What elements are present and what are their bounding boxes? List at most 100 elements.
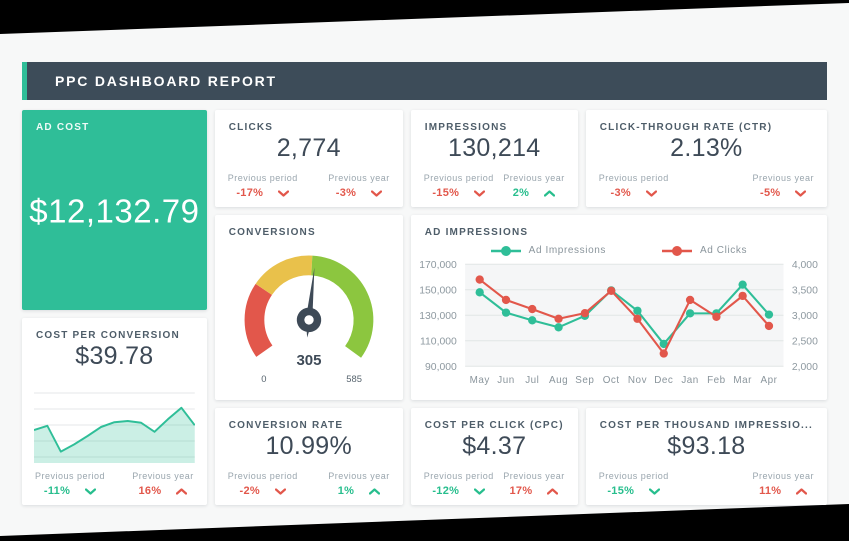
trend-chevron-icon <box>646 189 657 197</box>
trend-chevron-icon <box>474 189 486 197</box>
previous-year-delta: Previous year 1% <box>328 471 390 497</box>
clicks-title: CLICKS <box>228 122 274 133</box>
legend-marker-red-icon <box>662 245 692 256</box>
report-title: PPC DASHBOARD REPORT <box>55 73 277 89</box>
svg-text:Jul: Jul <box>525 375 539 386</box>
previous-period-delta: Previous period -2% <box>228 471 298 497</box>
previous-period-label: Previous period <box>598 471 669 481</box>
svg-text:Mar: Mar <box>733 375 752 386</box>
svg-text:3,000: 3,000 <box>792 311 818 322</box>
delta-value: -2% <box>239 485 260 497</box>
previous-period-label: Previous period <box>227 471 298 481</box>
cpm-value: $93.18 <box>667 432 746 460</box>
trend-chevron-icon <box>85 487 97 495</box>
previous-period-label: Previous period <box>35 471 106 481</box>
trend-chevron-icon <box>474 487 486 495</box>
cpc-title: COST PER CLICK (CPC) <box>424 420 564 431</box>
dashboard-board: AD COST $12,132.79 COST PER CONVERSION $… <box>22 110 827 505</box>
svg-text:3,500: 3,500 <box>792 285 818 296</box>
conversion-rate-value: 10.99% <box>265 432 353 460</box>
cost-per-conversion-title: COST PER CONVERSION <box>36 330 180 341</box>
delta-value: -3% <box>335 187 357 199</box>
svg-text:Dec: Dec <box>654 375 673 386</box>
previous-year-delta: Previous year 11% <box>752 471 814 497</box>
cpm-card[interactable]: COST PER THOUSAND IMPRESSIO... $93.18 Pr… <box>585 408 827 505</box>
impressions-title: IMPRESSIONS <box>424 122 508 133</box>
svg-text:170,000: 170,000 <box>419 260 457 271</box>
conversion-rate-title: CONVERSION RATE <box>228 420 344 431</box>
cpc-value: $4.37 <box>462 432 527 460</box>
delta-value: 1% <box>337 485 355 497</box>
previous-year-label: Previous year <box>503 173 565 183</box>
previous-period-delta: Previous period -11% <box>35 471 105 497</box>
svg-text:Aug: Aug <box>549 375 568 386</box>
previous-year-label: Previous year <box>503 471 565 481</box>
svg-text:130,000: 130,000 <box>419 311 457 322</box>
svg-text:Feb: Feb <box>707 375 726 386</box>
cost-per-conversion-card[interactable]: COST PER CONVERSION $39.78 Previous peri… <box>22 318 207 505</box>
svg-text:110,000: 110,000 <box>420 336 457 347</box>
cpc-card[interactable]: COST PER CLICK (CPC) $4.37 Previous peri… <box>410 408 578 505</box>
trend-chevron-icon <box>649 487 661 495</box>
legend-item-ad-clicks[interactable]: Ad Clicks <box>662 245 747 256</box>
ad-impressions-line-chart: 170,000 4,000 150,000 3,500 130,000 3,000 110,… <box>419 260 818 386</box>
conversions-card[interactable]: CONVERSIONS 305 0 585 <box>214 215 403 400</box>
legend-marker-teal-icon <box>490 245 521 256</box>
ad-cost-card[interactable]: AD COST $12,132.79 <box>22 110 207 310</box>
previous-year-delta: Previous year 2% <box>503 173 565 199</box>
cost-per-conversion-sparkline <box>33 389 196 463</box>
svg-text:Sep: Sep <box>575 375 594 386</box>
ad-impressions-chart-card[interactable]: AD IMPRESSIONS Ad Impressions Ad Clicks … <box>410 215 827 400</box>
previous-period-label: Previous period <box>598 173 669 183</box>
kpi-grid: CLICKS 2,774 Previous period -17% Previo… <box>214 110 827 505</box>
sparkline-area-chart <box>33 392 196 463</box>
previous-period-delta: Previous period -3% <box>599 173 669 199</box>
delta-value: -11% <box>43 485 71 497</box>
left-column: AD COST $12,132.79 COST PER CONVERSION $… <box>22 110 207 505</box>
svg-text:Jan: Jan <box>681 375 698 386</box>
previous-year-label: Previous year <box>132 471 194 481</box>
previous-year-label: Previous year <box>328 173 390 183</box>
trend-chevron-icon <box>369 487 381 495</box>
trend-chevron-icon <box>547 487 559 495</box>
svg-text:2,000: 2,000 <box>792 362 818 373</box>
previous-period-label: Previous period <box>423 173 494 183</box>
svg-text:May: May <box>469 375 489 386</box>
trend-chevron-icon <box>278 189 290 197</box>
trend-chevron-icon <box>795 189 807 197</box>
ad-cost-title: AD COST <box>36 122 90 133</box>
previous-period-label: Previous period <box>423 471 494 481</box>
svg-text:0: 0 <box>261 373 266 384</box>
cost-per-conversion-value: $39.78 <box>75 342 154 370</box>
previous-period-delta: Previous period -15% <box>424 173 494 199</box>
ctr-card[interactable]: CLICK-THROUGH RATE (CTR) 2.13% Previous … <box>585 110 827 207</box>
ctr-title: CLICK-THROUGH RATE (CTR) <box>599 122 773 133</box>
clicks-value: 2,774 <box>276 134 341 162</box>
conversion-rate-card[interactable]: CONVERSION RATE 10.99% Previous period -… <box>214 408 403 505</box>
previous-year-label: Previous year <box>328 471 390 481</box>
svg-text:Apr: Apr <box>760 375 777 386</box>
delta-value: 17% <box>509 485 533 497</box>
trend-chevron-icon <box>275 487 286 495</box>
previous-year-label: Previous year <box>752 173 814 183</box>
ad-cost-value: $12,132.79 <box>29 192 200 230</box>
delta-value: -5% <box>760 187 781 199</box>
legend-label: Ad Impressions <box>528 245 606 256</box>
clicks-card[interactable]: CLICKS 2,774 Previous period -17% Previo… <box>214 110 403 207</box>
delta-value: 2% <box>512 187 530 199</box>
svg-text:585: 585 <box>346 373 362 384</box>
previous-year-delta: Previous year 17% <box>503 471 565 497</box>
svg-text:Nov: Nov <box>628 375 647 386</box>
previous-period-delta: Previous period -15% <box>599 471 669 497</box>
cpm-title: COST PER THOUSAND IMPRESSIO... <box>599 420 813 431</box>
previous-year-delta: Previous year 16% <box>132 471 194 497</box>
delta-value: -15% <box>607 485 635 497</box>
impressions-value: 130,214 <box>448 134 541 162</box>
svg-text:150,000: 150,000 <box>419 285 457 296</box>
previous-year-delta: Previous year -3% <box>328 173 390 199</box>
legend-item-ad-impressions[interactable]: Ad Impressions <box>490 245 606 256</box>
previous-period-delta: Previous period -17% <box>228 173 298 199</box>
trend-chevron-icon <box>796 487 808 495</box>
impressions-card[interactable]: IMPRESSIONS 130,214 Previous period -15%… <box>410 110 578 207</box>
ctr-value: 2.13% <box>670 134 743 162</box>
